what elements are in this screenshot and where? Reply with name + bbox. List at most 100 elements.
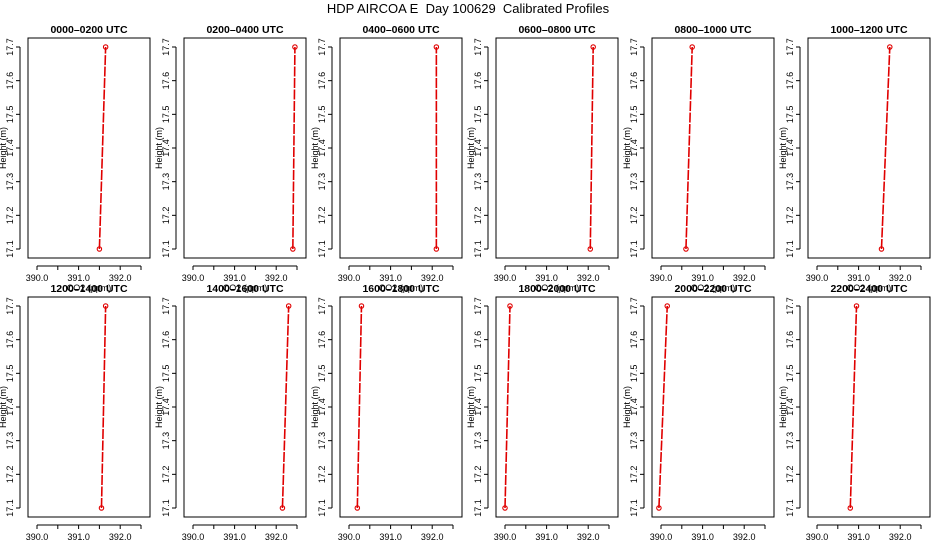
y-tick-label: 17.6 [5,331,15,349]
panel-8: 1400–1600 UTC 390.0 391.0 392.0 CO2 (ppm) 17.… [154,283,307,540]
y-tick-label: 17.6 [629,72,639,90]
data-point [433,246,440,252]
y-tick-label: 17.4 [5,398,15,416]
x-tick-label: 391.0 [847,532,870,540]
series-line [98,46,107,250]
plot-frame [183,296,307,518]
y-tick-label: 17.4 [317,398,327,416]
y-tick-label: 17.7 [473,297,483,315]
panel-title: 1400–1600 UTC [206,283,283,295]
y-tick-label: 17.7 [161,38,171,56]
y-tick-label: 17.4 [161,139,171,157]
y-tick-label: 17.7 [5,297,15,315]
y-tick-label: 17.5 [785,365,795,383]
y-tick-label: 17.6 [161,331,171,349]
y-tick-label: 17.3 [473,173,483,191]
data-point [590,44,596,50]
y-tick-label: 17.7 [785,297,795,315]
y-axis-label: Height (m) [0,127,8,169]
y-tick-label: 17.2 [161,207,171,225]
x-tick-label: 392.0 [889,273,912,283]
y-tick-label: 17.4 [473,139,483,157]
x-axis-label: CO2 (ppm) [67,283,112,293]
x-tick-label: 390.0 [494,273,517,283]
y-tick-label: 17.3 [473,432,483,450]
series-line [849,305,858,509]
x-tick-label: 390.0 [182,273,205,283]
y-tick-label: 17.6 [473,72,483,90]
y-tick-label: 17.1 [317,240,327,258]
y-tick-label: 17.1 [473,499,483,517]
x-tick-label: 391.0 [67,273,90,283]
panel-7: 1200–1400 UTC 390.0 391.0 392.0 CO2 (ppm) 17.… [0,283,151,540]
data-point [847,505,854,511]
y-axis-label: Height (m) [154,127,164,169]
y-tick-label: 17.2 [785,207,795,225]
series-line [685,46,693,250]
x-tick-label: 392.0 [109,532,132,540]
y-axis-label: Height (m) [310,127,320,169]
panel-10: 1800–2000 UTC 390.0 391.0 392.0 CO2 (ppm) 17.… [466,283,619,540]
y-tick-label: 17.2 [473,207,483,225]
x-tick-label: 390.0 [338,532,361,540]
y-tick-label: 17.2 [5,466,15,484]
y-tick-label: 17.7 [5,38,15,56]
data-point [98,505,105,511]
y-tick-label: 17.2 [629,207,639,225]
x-tick-label: 391.0 [379,532,402,540]
y-tick-label: 17.5 [785,106,795,124]
y-tick-label: 17.7 [629,38,639,56]
y-tick-label: 17.2 [629,466,639,484]
x-tick-label: 390.0 [494,532,517,540]
y-tick-label: 17.5 [161,106,171,124]
y-tick-label: 17.3 [161,173,171,191]
data-point [292,44,298,50]
y-tick-label: 17.7 [629,297,639,315]
x-tick-label: 390.0 [650,273,673,283]
x-tick-label: 391.0 [223,532,246,540]
x-axis-label: CO2 (ppm) [847,283,892,293]
y-axis-label: Height (m) [0,386,8,428]
data-point [290,246,296,252]
y-tick-label: 17.7 [473,38,483,56]
data-point [502,505,508,511]
y-tick-label: 17.5 [317,365,327,383]
data-point [664,303,670,309]
x-axis-label: CO2 (ppm) [535,283,580,293]
x-axis-label: CO2 (ppm) [691,283,736,293]
plot-frame [27,296,151,518]
y-tick-label: 17.4 [785,398,795,416]
y-tick-label: 17.7 [785,38,795,56]
series-line [356,305,363,509]
data-point [853,303,860,309]
panel-12: 2200–2400 UTC 390.0 391.0 392.0 CO2 (ppm) 17.… [778,283,931,540]
panel-title: 1800–2000 UTC [518,283,595,295]
y-tick-label: 17.5 [629,106,639,124]
data-point [279,505,286,511]
data-point [587,246,594,252]
y-tick-label: 17.3 [5,432,15,450]
panel-title: 1200–1400 UTC [50,283,127,295]
y-tick-label: 17.2 [473,466,483,484]
plot-frame [339,296,463,518]
x-axis-label: CO2 (ppm) [223,283,268,293]
y-tick-label: 17.2 [317,466,327,484]
y-tick-label: 17.5 [161,365,171,383]
y-tick-label: 17.4 [473,398,483,416]
data-point [878,246,885,252]
data-point [102,44,109,50]
x-tick-label: 390.0 [806,532,829,540]
y-tick-label: 17.4 [785,139,795,157]
y-tick-label: 17.5 [473,365,483,383]
y-tick-label: 17.6 [785,72,795,90]
y-tick-label: 17.7 [317,38,327,56]
y-tick-label: 17.4 [317,139,327,157]
panel-title: 1600–1800 UTC [362,283,439,295]
x-tick-label: 390.0 [338,273,361,283]
panel-11: 2000–2200 UTC 390.0 391.0 392.0 CO2 (ppm) 17.… [622,283,775,540]
x-tick-label: 391.0 [691,273,714,283]
y-tick-label: 17.7 [317,297,327,315]
